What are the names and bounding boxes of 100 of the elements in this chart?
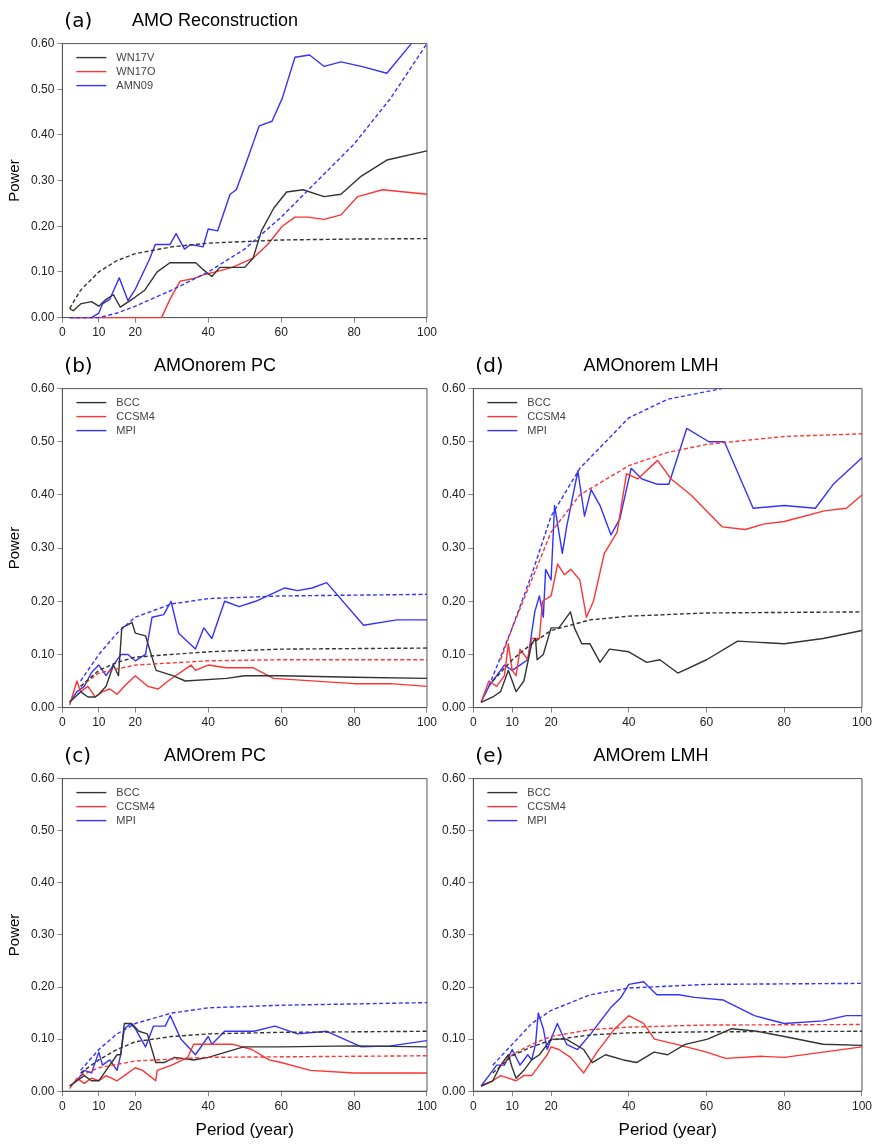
y-tick-label: 0.20 [31,218,55,233]
y-tick-label: 0.20 [31,979,55,994]
y-tick-label: 0.10 [442,1031,466,1046]
y-tick-label: 0.30 [31,172,55,187]
legend-label: AMN09 [116,78,154,91]
y-axis-title: Power [5,913,23,957]
x-tick-label: 100 [851,715,873,730]
y-tick-label: 0.10 [31,646,55,661]
x-tick-label: 20 [128,1098,143,1113]
x-tick-label: 0 [59,325,67,340]
text: (b) [64,353,93,377]
x-tick-label: 80 [347,715,362,730]
y-tick-label: 0.00 [442,699,466,714]
y-tick-label: 0.60 [31,35,55,50]
y-axis-title: Power [5,159,23,202]
chart-title: AMOrem LMH [593,744,709,765]
legend-label: BCC [116,785,140,798]
legend-label: MPI [116,813,136,826]
legend-label: MPI [116,423,136,436]
y-tick-label: 0.60 [442,380,466,395]
x-tick-label: 80 [777,1098,792,1113]
x-tick-label: 60 [274,1098,289,1113]
x-tick-label: 0 [59,1098,67,1113]
y-tick-label: 0.50 [31,81,55,96]
chart-title: AMOnorem LMH [583,354,719,375]
legend-label: BCC [527,785,551,798]
x-tick-label: 60 [699,1098,714,1113]
x-tick-label: 80 [777,715,792,730]
x-tick-label: 40 [622,715,636,730]
y-tick-label: 0.10 [442,646,466,661]
y-tick-label: 0.20 [442,979,466,994]
x-tick-label: 0 [470,715,478,730]
x-tick-label: 40 [622,1098,636,1113]
y-tick-label: 0.30 [442,927,466,942]
x-tick-label: 10 [92,1098,106,1113]
text: (a) [64,8,93,32]
text: (e) [475,743,504,767]
y-tick-label: 0.20 [31,593,55,608]
x-tick-label: 20 [544,1098,559,1113]
x-tick-label: 40 [201,1098,216,1113]
x-tick-label: 0 [470,1098,478,1113]
x-tick-label: 10 [92,715,106,730]
chart-title: AMOrem PC [163,744,267,765]
y-tick-label: 0.00 [442,1083,466,1098]
x-tick-label: 100 [416,715,438,730]
y-tick-label: 0.50 [442,823,466,838]
y-tick-label: 0.00 [31,309,55,324]
y-tick-label: 0.50 [442,434,466,449]
chart-title: AMO Reconstruction [131,9,299,30]
y-tick-label: 0.60 [31,380,55,395]
y-tick-label: 0.40 [442,875,466,890]
legend-label: CCSM4 [116,409,155,422]
y-axis-title: Power [5,526,23,570]
x-tick-label: 10 [92,325,106,340]
x-tick-label: 20 [544,715,559,730]
legend-label: MPI [527,423,547,436]
x-tick-label: 40 [201,325,216,340]
legend-label: CCSM4 [527,799,566,812]
legend-label: CCSM4 [116,799,155,812]
x-tick-label: 20 [128,325,143,340]
x-tick-label: 60 [699,715,714,730]
x-tick-label: 10 [505,1098,520,1113]
y-tick-label: 0.50 [31,434,55,449]
x-tick-label: 60 [274,715,289,730]
legend-label: CCSM4 [527,409,566,422]
y-tick-label: 0.00 [31,1083,55,1098]
y-tick-label: 0.30 [31,540,55,555]
y-tick-label: 0.40 [31,487,55,502]
legend-label: BCC [527,395,551,408]
text: (d) [475,353,504,377]
x-tick-label: 100 [416,325,438,340]
y-tick-label: 0.10 [31,264,55,279]
y-tick-label: 0.40 [31,127,55,142]
legend-label: BCC [116,395,140,408]
text: (c) [64,743,91,767]
legend-label: WN17V [116,50,155,63]
x-tick-label: 80 [347,325,362,340]
y-tick-label: 0.20 [442,593,466,608]
x-axis-title: Period (year) [195,1120,294,1140]
y-tick-label: 0.60 [31,770,55,785]
x-tick-label: 80 [347,1098,362,1113]
x-tick-label: 100 [416,1098,438,1113]
x-tick-label: 40 [201,715,216,730]
y-tick-label: 0.40 [442,487,466,502]
chart-title: AMOnorem PC [153,354,277,375]
y-tick-label: 0.30 [442,540,466,555]
x-tick-label: 0 [59,715,67,730]
y-tick-label: 0.40 [31,875,55,890]
x-tick-label: 60 [274,325,289,340]
y-tick-label: 0.50 [31,823,55,838]
x-tick-label: 100 [851,1098,873,1113]
x-tick-label: 20 [128,715,143,730]
legend-label: MPI [527,813,547,826]
y-tick-label: 0.00 [31,699,55,714]
y-tick-label: 0.60 [442,770,466,785]
y-tick-label: 0.30 [31,927,55,942]
y-tick-label: 0.10 [31,1031,55,1046]
x-tick-label: 10 [505,715,520,730]
legend-label: WN17O [116,64,156,77]
x-axis-title: Period (year) [618,1120,717,1140]
